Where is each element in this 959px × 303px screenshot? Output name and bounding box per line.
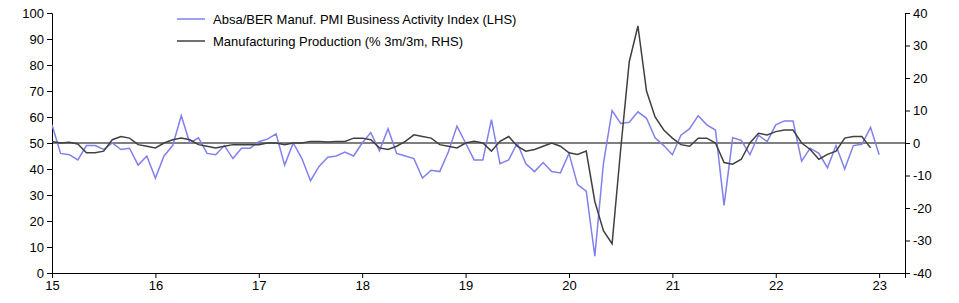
- tick-mark: [905, 241, 910, 242]
- tick-mark: [905, 13, 910, 14]
- tick: 20: [562, 273, 576, 293]
- tick: 0: [37, 266, 52, 281]
- x-axis: 15 16 17 18 19 20 21 22 23: [45, 273, 905, 293]
- plot-area: 1516171819202122230102030405060708090100…: [22, 6, 932, 294]
- tick-label: 10: [913, 103, 927, 118]
- tick: 10: [905, 103, 927, 118]
- tick-label: 10: [30, 240, 44, 255]
- tick-label: 20: [30, 214, 44, 229]
- tick-mark: [905, 176, 910, 177]
- tick: 23: [872, 273, 886, 293]
- tick-mark: [47, 13, 52, 14]
- series-lines: [52, 26, 879, 256]
- legend-swatch: [177, 18, 205, 20]
- tick: 40: [30, 162, 52, 177]
- tick-label: 23: [872, 278, 886, 293]
- tick: 30: [30, 188, 52, 203]
- tick: 17: [252, 273, 266, 293]
- tick-mark: [47, 65, 52, 66]
- legend-item: Manufacturing Production (% 3m/3m, RHS): [177, 34, 463, 49]
- tick-label: 20: [913, 71, 927, 86]
- legend-swatch: [177, 40, 205, 42]
- tick: 60: [30, 110, 52, 125]
- tick-label: 80: [30, 58, 44, 73]
- tick: 80: [30, 58, 52, 73]
- tick-label: 100: [22, 6, 44, 21]
- tick-mark: [47, 91, 52, 92]
- y-axis: 0 10 20 30 40 50 60 70 80 90 100: [22, 6, 52, 281]
- tick-label: 22: [769, 278, 783, 293]
- tick: 10: [30, 240, 52, 255]
- tick: -10: [905, 168, 932, 183]
- tick-label: 15: [45, 278, 59, 293]
- tick-label: -20: [913, 201, 932, 216]
- tick: 22: [769, 273, 783, 293]
- series-line: [52, 111, 879, 257]
- tick-mark: [47, 39, 52, 40]
- tick-label: 50: [30, 136, 44, 151]
- tick-label: 70: [30, 84, 44, 99]
- tick: 20: [30, 214, 52, 229]
- tick-mark: [47, 247, 52, 248]
- tick: 50: [30, 136, 52, 151]
- tick: -20: [905, 201, 932, 216]
- tick-label: 16: [149, 278, 163, 293]
- tick-mark: [905, 208, 910, 209]
- tick: 16: [149, 273, 163, 293]
- tick: 70: [30, 84, 52, 99]
- tick-label: -30: [913, 233, 932, 248]
- tick: -40: [905, 266, 932, 281]
- tick-mark: [47, 143, 52, 144]
- tick: 0: [905, 136, 920, 151]
- tick-mark: [905, 78, 910, 79]
- tick-mark: [905, 46, 910, 47]
- tick: 18: [355, 273, 369, 293]
- tick-label: 0: [37, 266, 44, 281]
- tick-label: 40: [913, 6, 927, 21]
- tick: 21: [666, 273, 680, 293]
- tick-mark: [47, 273, 52, 274]
- series-line: [52, 26, 871, 244]
- tick-mark: [905, 111, 910, 112]
- tick-label: 17: [252, 278, 266, 293]
- tick-mark: [47, 195, 52, 196]
- tick-mark: [905, 273, 910, 274]
- y-axis-line: [47, 14, 53, 274]
- tick-label: -10: [913, 168, 932, 183]
- tick-label: 21: [666, 278, 680, 293]
- tick-mark: [47, 221, 52, 222]
- legend-item: Absa/BER Manuf. PMI Business Activity In…: [177, 12, 516, 27]
- tick: 15: [45, 273, 59, 293]
- tick-label: 30: [30, 188, 44, 203]
- tick: 100: [22, 6, 52, 21]
- tick: 30: [905, 38, 927, 53]
- tick: 90: [30, 32, 52, 47]
- tick-mark: [47, 117, 52, 118]
- chart: 1516171819202122230102030405060708090100…: [0, 0, 959, 303]
- tick-label: -40: [913, 266, 932, 281]
- tick-label: 0: [913, 136, 920, 151]
- tick-label: 18: [355, 278, 369, 293]
- tick-mark: [905, 143, 910, 144]
- legend: Absa/BER Manuf. PMI Business Activity In…: [177, 12, 516, 49]
- tick-label: 40: [30, 162, 44, 177]
- y2-axis-line: [906, 14, 911, 274]
- tick: -30: [905, 233, 932, 248]
- tick-label: 60: [30, 110, 44, 125]
- tick: 19: [459, 273, 473, 293]
- tick-label: 20: [562, 278, 576, 293]
- y2-axis: -40 -30 -20 -10 0 10 20 30 40: [905, 6, 932, 281]
- tick-label: 90: [30, 32, 44, 47]
- tick-mark: [47, 169, 52, 170]
- tick-label: 30: [913, 38, 927, 53]
- legend-label: Absa/BER Manuf. PMI Business Activity In…: [213, 12, 516, 27]
- tick: 20: [905, 71, 927, 86]
- legend-label: Manufacturing Production (% 3m/3m, RHS): [213, 34, 463, 49]
- tick-label: 19: [459, 278, 473, 293]
- tick: 40: [905, 6, 927, 21]
